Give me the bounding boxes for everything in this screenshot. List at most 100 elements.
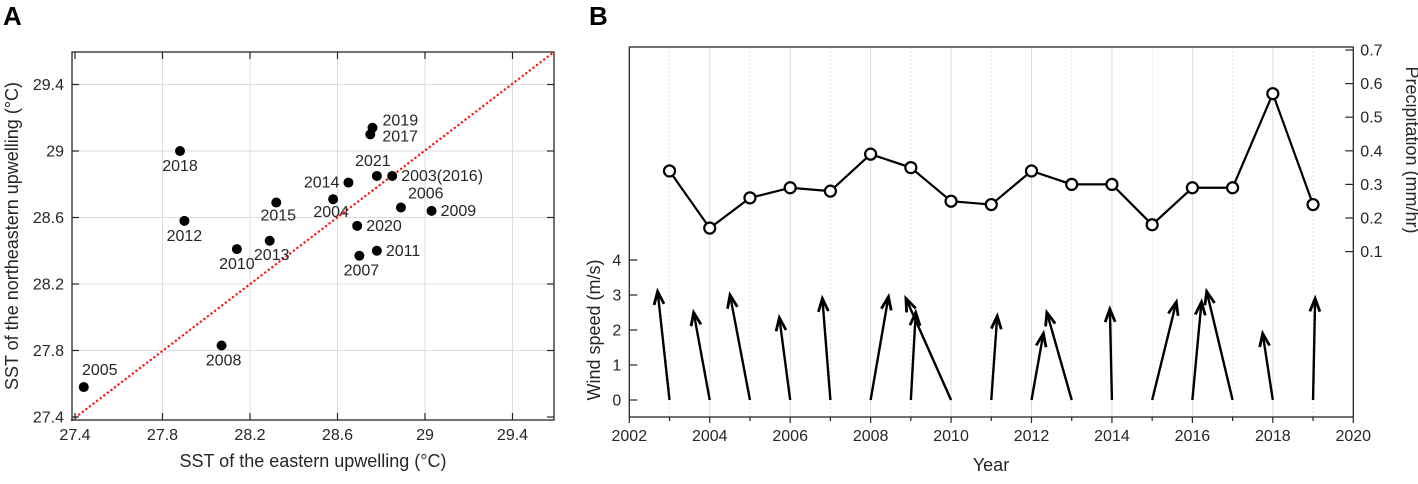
point-year-label: 2021 (355, 153, 391, 170)
wind-arrow-shaft (990, 318, 999, 401)
wind-arrow-head (1203, 287, 1216, 306)
x-tick-label: 29 (416, 427, 434, 444)
scatter-point (175, 146, 185, 156)
x-tick-label: 2020 (1335, 428, 1371, 445)
wind-arrow-head (652, 287, 666, 306)
precipitation-marker (984, 197, 998, 212)
precip-tick-label: 0.4 (1360, 143, 1382, 160)
panel-b-letter: B (589, 1, 608, 31)
wind-tick-label: 3 (612, 288, 621, 305)
panel-a-tick-labels: 27.427.4 27.8 27.8 28.2 28.2 28.6 28.6 29 29 29.4… (33, 77, 528, 444)
wind-arrow-head (904, 294, 917, 313)
wind-arrow-head (1044, 308, 1057, 327)
scatter-point (395, 202, 406, 213)
wind-arrow-head (908, 308, 922, 327)
panel-b-right-y-axis-title: Precipitation (mm/hr) (1402, 66, 1418, 233)
point-year-label: 2015 (260, 208, 296, 225)
wind-tick-label: 0 (612, 393, 621, 410)
precipitation-marker (783, 181, 797, 195)
point-year-label: 2009 (441, 203, 477, 220)
panel-a-letter: A (3, 1, 22, 31)
wind-arrow-head (774, 313, 788, 332)
point-year-label: 2012 (167, 228, 203, 245)
precip-tick-label: 0.1 (1360, 244, 1382, 261)
wind-arrow-head (1258, 329, 1271, 348)
wind-arrow-shaft (1311, 301, 1317, 401)
x-tick-label: 2014 (1094, 428, 1130, 445)
axes-box (71, 51, 555, 421)
wind-tick-label: 4 (612, 253, 621, 270)
wind-arrow-head (1194, 298, 1207, 316)
precipitation-marker (864, 147, 878, 161)
wind-arrow-shaft (909, 315, 917, 401)
panel-a-axes-box (71, 51, 555, 421)
wind-arrow-shaft (729, 297, 752, 401)
scatter-point (426, 205, 437, 216)
point-year-label: 2018 (162, 158, 198, 175)
panel-a-scatter-points (78, 122, 437, 393)
wind-arrow-shaft (778, 320, 792, 401)
scatter-point (352, 220, 363, 231)
wind-arrow-head (726, 291, 739, 309)
precipitation-marker (1105, 177, 1119, 191)
precip-tick-label: 0.2 (1360, 211, 1382, 228)
panel-b-tick-marks (628, 49, 1354, 423)
point-year-label: 2017 (382, 128, 418, 145)
point-year-label: 2007 (344, 263, 380, 280)
precipitation-marker (1185, 181, 1199, 195)
point-year-label: 2003(2016) (401, 168, 483, 185)
y-tick-label: 29 (46, 144, 64, 161)
point-year-label: 2008 (206, 353, 242, 370)
point-year-label: 2020 (366, 218, 402, 235)
wind-arrow-head (880, 292, 893, 311)
precip-tick-label: 0.6 (1360, 76, 1382, 93)
precipitation-marker (944, 194, 958, 208)
wind-arrow-shaft (821, 301, 832, 401)
precipitation-marker (1024, 164, 1039, 178)
panel-a-gridlines (72, 52, 554, 420)
y-tick-label: 28.2 (33, 277, 64, 294)
panel-b-wind-arrows (652, 287, 1322, 401)
scatter-point (365, 129, 376, 140)
scatter-point (216, 340, 227, 351)
point-year-label: 2004 (313, 204, 349, 221)
precipitation-marker (1306, 197, 1320, 212)
scatter-point (78, 382, 89, 393)
x-tick-label: 28.6 (322, 427, 353, 444)
precipitation-marker (1266, 87, 1280, 101)
x-tick-label: 2008 (853, 428, 889, 445)
precip-tick-label: 0.5 (1360, 110, 1382, 127)
point-year-label: 2019 (383, 113, 419, 130)
panel-b-tick-labels: 2002 2004 2006 2008 2010 2012 2014 2016 2018 2020… (612, 43, 1383, 446)
scatter-point (271, 197, 282, 208)
wind-arrow-shaft (1150, 304, 1177, 401)
wind-tick-label: 1 (612, 358, 621, 375)
wind-arrow-head (1308, 294, 1322, 313)
wind-arrow-head (1167, 298, 1180, 316)
panel-a-tick-marks (72, 52, 554, 420)
wind-arrow-shaft (869, 299, 890, 401)
x-tick-label: 27.4 (59, 427, 90, 444)
x-tick-label: 2006 (772, 428, 808, 445)
panel-b-precipitation-line (662, 87, 1320, 235)
precip-tick-label: 0.7 (1360, 43, 1382, 60)
wind-arrow-head (990, 312, 1003, 330)
precipitation-marker (743, 191, 757, 205)
panel-a-identity-line (70, 50, 556, 422)
scatter-point (387, 170, 398, 181)
identity-line (70, 50, 556, 422)
wind-arrow-shaft (656, 294, 671, 401)
point-year-label: 2013 (254, 247, 290, 264)
panel-b-left-y-axis-title: Wind speed (m/s) (584, 259, 604, 400)
wind-arrow-shaft (1261, 336, 1275, 401)
wind-arrow-head (1103, 305, 1117, 323)
wind-arrow-shaft (1108, 311, 1114, 401)
x-tick-label: 2004 (692, 428, 728, 445)
wind-arrow-shaft (693, 315, 711, 401)
y-tick-label: 27.8 (33, 343, 64, 360)
panel-a-x-axis-title: SST of the eastern upwelling (°C) (180, 451, 447, 471)
x-tick-label: 2018 (1255, 428, 1291, 445)
point-year-label: 2014 (304, 175, 340, 192)
